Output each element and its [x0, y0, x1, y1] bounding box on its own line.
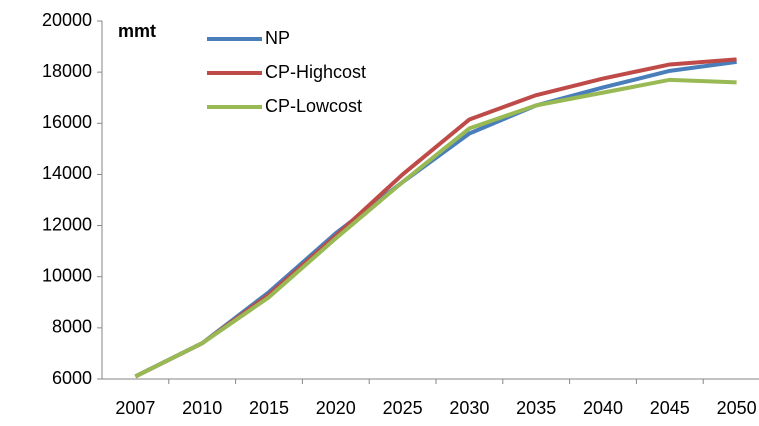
x-tick-label: 2010	[182, 398, 222, 418]
x-tick-label: 2040	[583, 398, 623, 418]
y-tick-label: 8000	[52, 317, 92, 337]
x-tick-label: 2045	[650, 398, 690, 418]
y-tick-label: 10000	[42, 265, 92, 285]
legend-label: CP-Highcost	[265, 62, 366, 82]
y-tick-label: 12000	[42, 214, 92, 234]
x-tick-label: 2030	[449, 398, 489, 418]
y-tick-label: 18000	[42, 61, 92, 81]
x-tick-label: 2025	[383, 398, 423, 418]
x-tick-label: 2020	[316, 398, 356, 418]
series-line	[134, 77, 737, 379]
y-tick-label: 16000	[42, 112, 92, 132]
x-tick-label: 2015	[249, 398, 289, 418]
legend-label: CP-Lowcost	[265, 96, 362, 116]
x-tick-label: 2007	[115, 398, 155, 418]
legend-label: NP	[265, 28, 290, 48]
x-tick-label: 2050	[717, 398, 757, 418]
y-axis-label: mmt	[118, 21, 156, 41]
y-tick-label: 14000	[42, 163, 92, 183]
y-tick-label: 20000	[42, 10, 92, 30]
x-tick-label: 2035	[516, 398, 556, 418]
y-tick-label: 6000	[52, 368, 92, 388]
